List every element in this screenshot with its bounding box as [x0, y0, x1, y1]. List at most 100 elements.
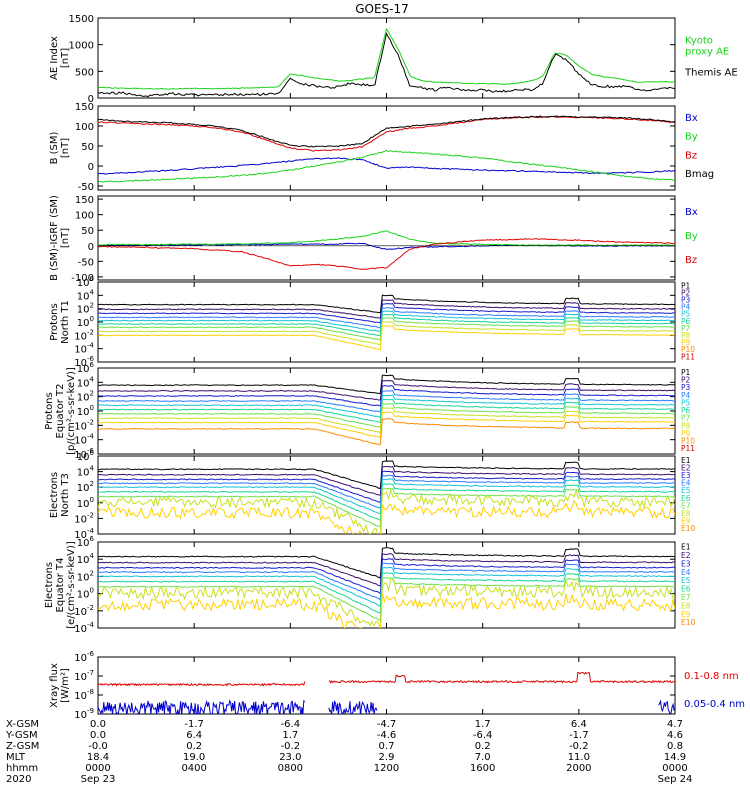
legend-entry: P7 [681, 324, 691, 333]
channel-line [98, 385, 675, 407]
y-tick-label: 106 [77, 275, 95, 289]
legend-entry: P11 [681, 352, 695, 361]
legend-entry: E9 [681, 517, 691, 526]
y-tick-label: 1000 [69, 41, 94, 52]
ephemeris-value: -6.4 [281, 719, 301, 730]
legend-entry: E8 [681, 509, 691, 518]
legend-entry: P3 [681, 383, 691, 392]
y-tick-label: 104 [77, 465, 95, 479]
y-tick-label: 10-4 [74, 433, 94, 447]
channel-line [98, 483, 675, 522]
series-line-bz [98, 115, 675, 152]
legend: 0.1-0.8 nm 0.05-0.4 nm [684, 671, 745, 710]
series-line-bmag [98, 115, 675, 148]
channel-line [98, 321, 675, 346]
ephemeris-value: -0.2 [281, 741, 301, 752]
channel-line [98, 299, 675, 319]
legend-entry: E5 [681, 486, 691, 495]
y-tick-label: 10-2 [74, 418, 94, 432]
y-tick-label: 10-7 [74, 669, 94, 683]
channel-line [98, 557, 675, 595]
y-axis-label: B (SM)[nT] [49, 131, 71, 164]
ephemeris-value: 1.7 [475, 719, 491, 730]
y-tick-label: 106 [77, 449, 95, 463]
ephemeris-value: 7.0 [475, 752, 491, 763]
ephemeris-value: 4.7 [667, 719, 683, 730]
ephemeris-value: 2.9 [379, 752, 395, 763]
legend-entry: 0.05-0.4 nm [684, 699, 745, 710]
ephemeris-value: 0.0 [90, 719, 106, 730]
channel-line [98, 577, 675, 622]
channel-line [98, 325, 675, 351]
ephemeris-value: Sep 24 [658, 774, 693, 785]
y-tick-label: 50 [81, 142, 94, 153]
legend-entry: Bx [685, 113, 698, 124]
y-tick-label: 102 [77, 480, 94, 494]
legend: Bx By Bz [685, 207, 698, 266]
legend-entry: Themis AE [684, 68, 738, 79]
legend-entry: P4 [681, 303, 691, 312]
ephemeris-value: Sep 23 [81, 774, 116, 785]
channel-line [98, 478, 675, 515]
panel-bsmigrf: -100 -50 0 50 100 150 B (SM)-IGRF (SM)[nT] Bx By… [49, 195, 698, 284]
y-tick-label: -50 [78, 182, 94, 193]
y-tick-label: 102 [77, 390, 94, 404]
channel-line [98, 317, 675, 340]
legend-entry: E6 [681, 585, 691, 594]
y-axis-label: B (SM)-IGRF (SM)[nT] [49, 195, 71, 281]
legend-entry: P5 [681, 310, 691, 319]
y-axis-label: AE Index[nT] [49, 36, 71, 80]
y-tick-label: 0 [88, 242, 94, 253]
y-tick-label: 150 [75, 195, 94, 206]
legend-entry: E1 [681, 456, 691, 465]
ephemeris-row-label: Y-GSM [5, 730, 38, 741]
legend-entry: P8 [681, 331, 691, 340]
legend-entry: P8 [681, 421, 691, 430]
ephemeris-value: 18.4 [87, 752, 109, 763]
legend-entry: P6 [681, 317, 691, 326]
legend: Bx By Bz Bmag [685, 113, 714, 180]
ephemeris-value: 0.2 [186, 741, 202, 752]
ephemeris-value: 11.0 [568, 752, 590, 763]
panel-bsm: -50 0 50 100 150 B (SM)[nT] Bx By Bz Bmag [49, 102, 714, 193]
y-tick-label: 100 [77, 587, 94, 601]
y-tick-label: 100 [75, 211, 94, 222]
ephemeris-value: 0.2 [475, 741, 491, 752]
channel-line [98, 571, 675, 614]
ephemeris-value: 0000 [85, 763, 110, 774]
panel-frame [97, 455, 676, 535]
y-tick-label: 10-8 [74, 688, 94, 702]
ephemeris-value: -0.0 [88, 741, 108, 752]
plot-area [98, 294, 675, 351]
channel-line [98, 394, 675, 418]
ephemeris-value: 1600 [470, 763, 495, 774]
ephemeris-value: 4.6 [667, 730, 683, 741]
y-tick-label: 10-2 [74, 511, 94, 525]
ephemeris-value: 0800 [278, 763, 303, 774]
legend-entry: By [685, 132, 698, 143]
channel-line [98, 379, 675, 401]
legend-entry: P9 [681, 429, 691, 438]
series-line-short [328, 699, 378, 714]
y-tick-label: 102 [77, 302, 94, 316]
legend-entry: E9 [681, 610, 691, 619]
y-tick-label: 100 [75, 122, 94, 133]
legend-entry: E2 [681, 551, 691, 560]
plot-area [98, 230, 675, 270]
ephemeris-value: 0.7 [379, 741, 395, 752]
y-tick-label: 100 [77, 496, 94, 510]
legend-entry: P10 [681, 437, 695, 446]
y-axis-label: ElectronsNorth T3 [49, 472, 71, 518]
ephemeris-value: 6.4 [571, 719, 587, 730]
series-line-short [98, 699, 306, 714]
legend-entry: E3 [681, 471, 691, 480]
y-tick-label: 0 [88, 162, 94, 173]
y-tick-label: 0 [88, 94, 94, 105]
y-tick-label: 10-2 [74, 604, 94, 618]
